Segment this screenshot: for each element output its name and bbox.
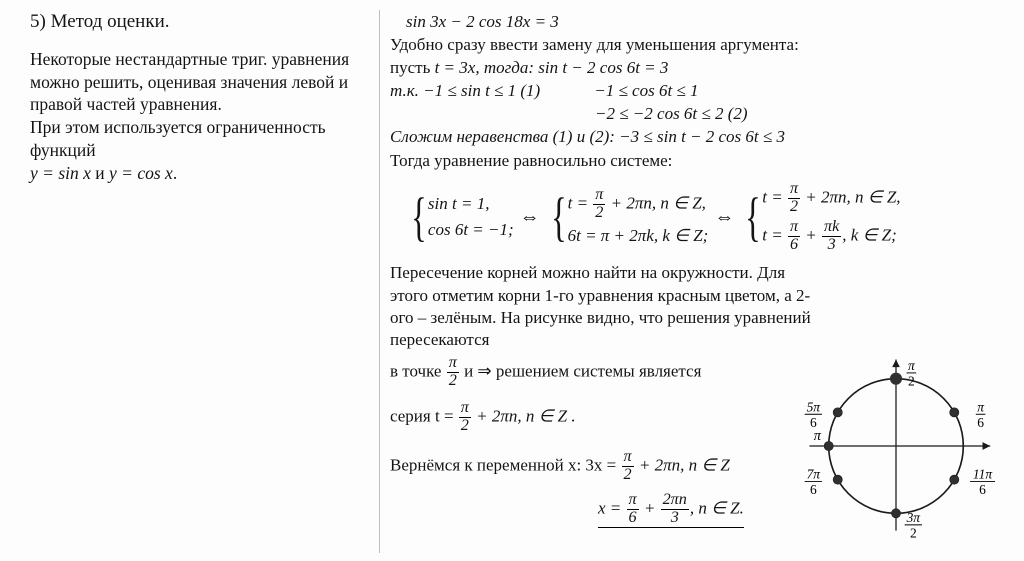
ansMid: + [640,498,660,517]
frac-den: 2 [447,373,459,390]
frac-den: 6 [788,237,800,254]
brace-icon: { [745,193,761,241]
pointA: в точке [390,361,446,380]
circle-svg: π2π611π65π67π63π2π [796,346,996,546]
svg-text:π: π [814,428,822,444]
inequality-line-2: −2 ≤ −2 cos 6t ≤ 2 (2) [595,103,1010,125]
seriesB: + 2πn, n ∈ Z . [472,406,576,425]
ansA: x = [598,498,626,517]
substitution-line: пусть t = 3x, тогда: sin t − 2 cos 6t = … [390,57,1010,79]
svg-text:6: 6 [979,482,986,497]
svg-text:3π: 3π [906,510,922,525]
inequality-line-1: т.к. −1 ≤ sin t ≤ 1 (1) −1 ≤ cos 6t ≤ 1 [390,80,1010,102]
fn-cos: y = cos x [109,163,173,183]
frac-num: πk [822,219,841,237]
page-root: 5) Метод оценки. Некоторые нестандартные… [0,0,1024,561]
brace-icon: { [411,193,427,241]
unit-circle-diagram: π2π611π65π67π63π2π [796,346,996,546]
sysB-row2: 6t = π + 2πk, k ∈ Z; [568,225,709,247]
frac-den: 2 [622,467,634,484]
iff-icon: ⇔ [520,204,540,230]
ineq2: −2 ≤ −2 cos 6t ≤ 2 (2) [595,104,748,123]
svg-text:11π: 11π [973,467,993,482]
sub-b: t = 3x [435,58,476,77]
sub-c: , тогда: sin t − 2 cos 6t = 3 [475,58,668,77]
sysC-r1a: t = [762,187,787,206]
svg-text:π: π [908,358,916,373]
brace-icon: { [551,193,567,241]
add-inequalities: Сложим неравенства (1) и (2): −3 ≤ sin t… [390,126,1010,148]
left-paragraph-2: При этом используется ограниченность фун… [30,116,373,161]
then-system: Тогда уравнение равносильно системе: [390,150,1010,172]
svg-text:2: 2 [910,525,917,540]
svg-text:6: 6 [810,482,817,497]
left-paragraph-1: Некоторые нестандартные триг. уравнения … [30,48,373,115]
iff-icon: ⇔ [714,204,734,230]
sysC-r2a: t = [762,225,787,244]
backA: Вернёмся к переменной x: 3x = [390,455,621,474]
left-paragraph-3: y = sin x и y = cos x. [30,162,373,184]
eq0-text: sin 3x − 2 cos 18x = 3 [406,12,559,31]
system-a: { sin t = 1, cos 6t = −1; [406,190,514,243]
svg-text:7π: 7π [807,467,822,482]
frac-den: 3 [822,237,841,254]
frac-den: 2 [459,418,471,435]
frac-num: π [593,187,605,205]
svg-text:2: 2 [908,373,915,388]
frac-num: π [622,449,634,467]
backB: + 2πn, n ∈ Z [635,455,730,474]
pointB: и ⇒ решением системы является [460,361,702,380]
sysC-r2b: , k ∈ Z; [842,225,896,244]
seriesA: серия t = [390,406,458,425]
sysB-r1b: + 2πn, n ∈ Z, [606,193,706,212]
sysB-r1a: t = [568,193,593,212]
system-b: { t = π2 + 2πn, n ∈ Z, 6t = π + 2πk, k ∈… [546,184,709,250]
ineq1a: т.к. −1 ≤ sin t ≤ 1 (1) [390,80,590,102]
svg-text:π: π [977,399,985,414]
main-equation: sin 3x − 2 cos 18x = 3 [406,11,1010,33]
section-title: 5) Метод оценки. [30,10,373,34]
sub-a: пусть [390,58,435,77]
frac-num: π [627,492,639,510]
frac-num: π [788,181,800,199]
frac-den: 6 [627,510,639,527]
addline-text: Сложим неравенства (1) и (2): −3 ≤ sin t… [390,127,785,146]
frac-num: 2πn [661,492,689,510]
svg-text:5π: 5π [807,399,822,414]
sysB-row1: t = π2 + 2πn, n ∈ Z, [568,187,709,222]
frac-den: 2 [788,199,800,216]
ansB: , n ∈ Z. [690,498,744,517]
period: . [173,163,177,183]
system-chain: { sin t = 1, cos 6t = −1; ⇔ { t = π2 + 2… [406,178,1010,257]
frac-den: 2 [593,205,605,222]
sysA-row1: sin t = 1, [428,193,514,215]
frac-num: π [447,355,459,373]
system-c: { t = π2 + 2πn, n ∈ Z, t = π6 + πk3, k ∈… [740,178,900,257]
intro-line: Удобно сразу ввести замену для уменьшени… [390,34,1010,56]
left-column: 5) Метод оценки. Некоторые нестандартные… [30,10,380,553]
frac-num: π [459,400,471,418]
sysC-row1: t = π2 + 2πn, n ∈ Z, [762,181,900,216]
frac-num: π [788,219,800,237]
svg-text:6: 6 [977,415,984,430]
fn-sin: y = sin x [30,163,91,183]
intersection-paragraph: Пересечение корней можно найти на окружн… [390,262,820,350]
right-column: sin 3x − 2 cos 18x = 3 Удобно сразу ввес… [380,10,1010,553]
sysA-row2: cos 6t = −1; [428,219,514,241]
ineq1b: −1 ≤ cos 6t ≤ 1 [594,81,698,100]
frac-den: 3 [661,510,689,527]
sysC-r2mid: + [801,225,821,244]
sysC-row2: t = π6 + πk3, k ∈ Z; [762,219,900,254]
sysC-r1b: + 2πn, n ∈ Z, [801,187,901,206]
and-text: и [91,163,109,183]
